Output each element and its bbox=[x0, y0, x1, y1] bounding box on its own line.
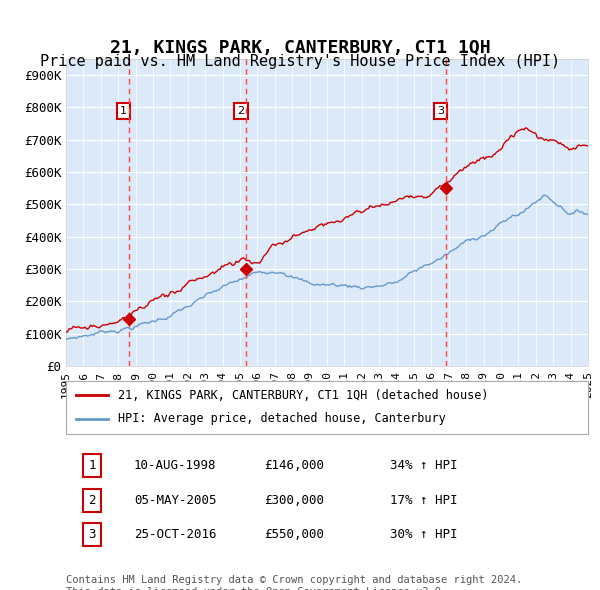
Text: 2: 2 bbox=[88, 493, 96, 507]
Text: 17% ↑ HPI: 17% ↑ HPI bbox=[389, 493, 457, 507]
Text: HPI: Average price, detached house, Canterbury: HPI: Average price, detached house, Cant… bbox=[118, 412, 446, 425]
Text: 1: 1 bbox=[88, 458, 96, 471]
Text: 21, KINGS PARK, CANTERBURY, CT1 1QH (detached house): 21, KINGS PARK, CANTERBURY, CT1 1QH (det… bbox=[118, 389, 488, 402]
Text: 3: 3 bbox=[437, 106, 444, 116]
Text: Contains HM Land Registry data © Crown copyright and database right 2024.
This d: Contains HM Land Registry data © Crown c… bbox=[66, 575, 522, 590]
Text: 30% ↑ HPI: 30% ↑ HPI bbox=[389, 529, 457, 542]
Text: 34% ↑ HPI: 34% ↑ HPI bbox=[389, 458, 457, 471]
Text: 21, KINGS PARK, CANTERBURY, CT1 1QH: 21, KINGS PARK, CANTERBURY, CT1 1QH bbox=[110, 38, 490, 57]
Text: 25-OCT-2016: 25-OCT-2016 bbox=[134, 529, 217, 542]
Text: 05-MAY-2005: 05-MAY-2005 bbox=[134, 493, 217, 507]
Text: £550,000: £550,000 bbox=[265, 529, 325, 542]
Text: £146,000: £146,000 bbox=[265, 458, 325, 471]
Text: £300,000: £300,000 bbox=[265, 493, 325, 507]
Text: 2: 2 bbox=[238, 106, 244, 116]
Text: 1: 1 bbox=[120, 106, 127, 116]
Text: Price paid vs. HM Land Registry's House Price Index (HPI): Price paid vs. HM Land Registry's House … bbox=[40, 54, 560, 69]
Text: 3: 3 bbox=[88, 529, 96, 542]
Text: 10-AUG-1998: 10-AUG-1998 bbox=[134, 458, 217, 471]
